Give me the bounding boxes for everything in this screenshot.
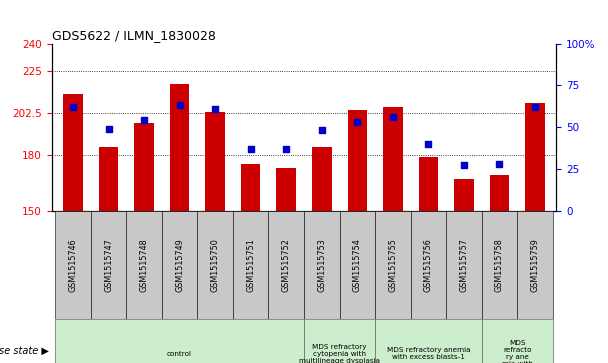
- Bar: [304, 211, 339, 319]
- Point: [68, 104, 78, 110]
- Text: GSM1515758: GSM1515758: [495, 238, 504, 292]
- Bar: [454, 179, 474, 211]
- Text: MDS refractory
cytopenia with
multilineage dysplasia: MDS refractory cytopenia with multilinea…: [299, 344, 380, 363]
- Bar: [375, 319, 482, 363]
- Bar: [91, 211, 126, 319]
- Bar: [489, 175, 510, 211]
- Bar: [98, 147, 119, 211]
- Bar: [446, 211, 482, 319]
- Bar: [241, 164, 260, 211]
- Point: [210, 106, 220, 111]
- Text: MDS refractory anemia
with excess blasts-1: MDS refractory anemia with excess blasts…: [387, 347, 470, 360]
- Text: GSM1515751: GSM1515751: [246, 238, 255, 292]
- Bar: [482, 319, 553, 363]
- Bar: [383, 107, 402, 211]
- Bar: [55, 211, 91, 319]
- Bar: [198, 211, 233, 319]
- Text: GDS5622 / ILMN_1830028: GDS5622 / ILMN_1830028: [52, 29, 216, 42]
- Bar: [482, 211, 517, 319]
- Bar: [63, 94, 83, 211]
- Text: GSM1515747: GSM1515747: [104, 238, 113, 292]
- Bar: [126, 211, 162, 319]
- Point: [353, 119, 362, 125]
- Text: GSM1515752: GSM1515752: [282, 238, 291, 292]
- Bar: [206, 112, 225, 211]
- Text: GSM1515750: GSM1515750: [210, 238, 219, 292]
- Point: [424, 141, 434, 147]
- Bar: [410, 211, 446, 319]
- Bar: [419, 157, 438, 211]
- Bar: [162, 211, 198, 319]
- Bar: [170, 84, 189, 211]
- Bar: [312, 147, 331, 211]
- Text: GSM1515759: GSM1515759: [531, 238, 539, 292]
- Text: control: control: [167, 351, 192, 357]
- Text: GSM1515755: GSM1515755: [389, 238, 398, 292]
- Text: GSM1515749: GSM1515749: [175, 238, 184, 292]
- Bar: [304, 319, 375, 363]
- Text: GSM1515756: GSM1515756: [424, 238, 433, 292]
- Text: disease state ▶: disease state ▶: [0, 346, 49, 355]
- Point: [530, 104, 540, 110]
- Point: [317, 127, 326, 133]
- Bar: [277, 168, 296, 211]
- Point: [139, 118, 149, 123]
- Point: [459, 163, 469, 168]
- Text: GSM1515754: GSM1515754: [353, 238, 362, 292]
- Bar: [348, 110, 367, 211]
- Bar: [517, 211, 553, 319]
- Bar: [269, 211, 304, 319]
- Point: [174, 102, 184, 108]
- Bar: [525, 103, 545, 211]
- Bar: [233, 211, 269, 319]
- Bar: [55, 319, 304, 363]
- Text: GSM1515753: GSM1515753: [317, 238, 326, 292]
- Point: [246, 146, 255, 152]
- Text: GSM1515746: GSM1515746: [69, 238, 77, 292]
- Text: GSM1515757: GSM1515757: [460, 238, 468, 292]
- Point: [388, 114, 398, 120]
- Bar: [134, 123, 154, 211]
- Bar: [339, 211, 375, 319]
- Point: [282, 146, 291, 152]
- Point: [104, 126, 114, 132]
- Text: GSM1515748: GSM1515748: [140, 238, 148, 292]
- Text: MDS
refracto
ry ane
mia with: MDS refracto ry ane mia with: [502, 340, 533, 363]
- Point: [494, 161, 504, 167]
- Bar: [375, 211, 410, 319]
